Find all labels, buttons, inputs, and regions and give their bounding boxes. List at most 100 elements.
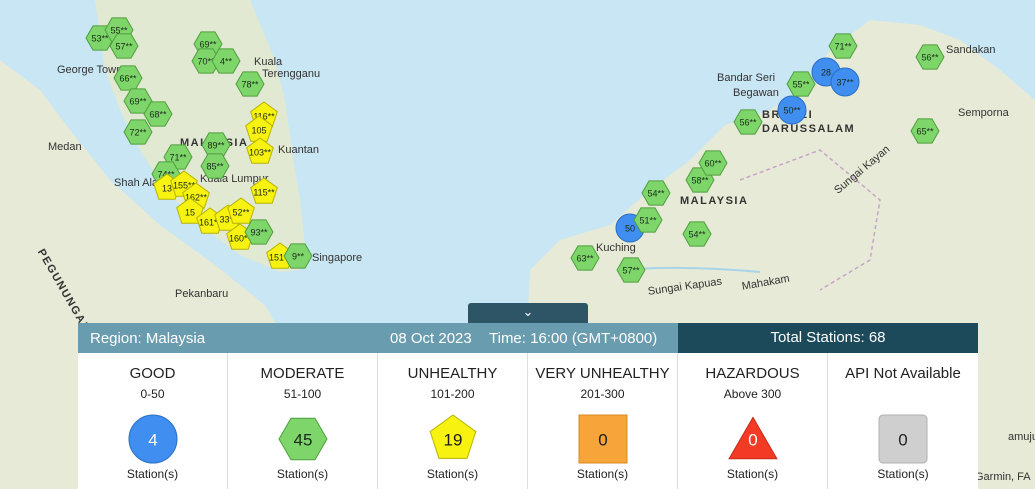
station-label: 9** <box>292 251 305 261</box>
station-label: 103** <box>249 147 272 157</box>
marker-shape <box>682 221 712 247</box>
marker-shape <box>578 414 628 464</box>
station-marker[interactable]: 52** <box>227 197 255 224</box>
station-marker[interactable]: 60** <box>698 150 728 176</box>
marker-shape <box>211 48 241 74</box>
category-name: UNHEALTHY <box>407 365 498 382</box>
station-marker[interactable]: 57** <box>616 257 646 283</box>
place-label: Sandakan <box>946 44 996 56</box>
station-marker[interactable]: 55** <box>786 71 816 97</box>
category-name: API Not Available <box>845 365 961 382</box>
category-name: VERY UNHEALTHY <box>535 365 670 382</box>
category-card: UNHEALTHY 101-200 19 Station(s) <box>378 353 528 489</box>
station-marker[interactable]: 85** <box>200 153 230 179</box>
category-unit: Station(s) <box>576 467 629 481</box>
station-marker[interactable]: 78** <box>235 71 265 97</box>
station-marker[interactable]: 57** <box>109 33 139 59</box>
station-label: 68** <box>149 109 167 119</box>
station-label: 151** <box>269 252 292 262</box>
station-marker[interactable]: 115** <box>250 177 278 204</box>
category-count: 0 <box>598 430 607 449</box>
station-label: 85** <box>206 161 224 171</box>
marker-shape <box>616 257 646 283</box>
station-label: 37** <box>836 77 854 87</box>
place-label: Semporna <box>958 107 1010 119</box>
marker-shape <box>176 197 204 224</box>
station-label: 89** <box>207 140 225 150</box>
station-marker[interactable]: 54** <box>641 180 671 206</box>
station-label: 51** <box>639 215 657 225</box>
category-range: 101-200 <box>430 387 475 401</box>
station-label: 70** <box>197 56 215 66</box>
station-label: 56** <box>739 117 757 127</box>
station-label: 72** <box>129 127 147 137</box>
station-label: 57** <box>622 265 640 275</box>
marker-shape <box>786 71 816 97</box>
station-marker[interactable]: 71** <box>828 33 858 59</box>
category-unit: Station(s) <box>726 467 779 481</box>
marker-shape <box>828 33 858 59</box>
station-marker[interactable]: 72** <box>123 119 153 145</box>
station-marker[interactable]: 37** <box>830 67 860 97</box>
category-count: 0 <box>898 430 907 449</box>
panel: Region: Malaysia 08 Oct 2023 Time: 16:00… <box>78 323 978 489</box>
station-marker[interactable]: 65** <box>910 118 940 144</box>
toggle-tab[interactable]: ⌄ <box>468 303 588 323</box>
station-marker[interactable]: 70** <box>191 48 221 74</box>
marker-shape <box>246 137 274 164</box>
station-label: 54** <box>688 229 706 239</box>
marker-shape <box>123 119 153 145</box>
station-label: 28 <box>821 67 831 77</box>
station-label: 162** <box>185 192 208 202</box>
station-label: 50** <box>783 105 801 115</box>
station-label: 58** <box>691 175 709 185</box>
station-label: 56** <box>921 52 939 62</box>
marker-shape <box>878 414 928 464</box>
station-marker[interactable]: 51** <box>633 207 663 233</box>
station-label: 60** <box>704 158 722 168</box>
station-label: 115** <box>253 187 275 197</box>
station-marker[interactable]: 9** <box>283 243 313 269</box>
station-label: 155** <box>173 180 196 190</box>
category-icon: 0 <box>878 414 928 464</box>
station-marker[interactable]: 56** <box>915 44 945 70</box>
marker-shape <box>830 67 860 97</box>
station-marker[interactable]: 68** <box>143 101 173 127</box>
category-card: GOOD 0-50 4 Station(s) <box>78 353 228 489</box>
category-name: GOOD <box>129 365 176 382</box>
station-label: 54** <box>647 188 665 198</box>
station-label: 66** <box>119 73 137 83</box>
place-label: Terengganu <box>262 68 320 80</box>
station-marker[interactable]: 56** <box>733 109 763 135</box>
category-range: 201-300 <box>580 387 625 401</box>
marker-shape <box>143 101 173 127</box>
station-label: 161** <box>199 217 222 227</box>
category-count: 19 <box>444 430 463 449</box>
category-card: MODERATE 51-100 45 Station(s) <box>228 353 378 489</box>
station-marker[interactable]: 63** <box>570 245 600 271</box>
station-label: 71** <box>834 41 852 51</box>
marker-shape <box>777 95 807 125</box>
station-label: 13 <box>162 183 172 193</box>
marker-shape <box>633 207 663 233</box>
marker-shape <box>278 417 328 461</box>
category-unit: Station(s) <box>276 467 329 481</box>
marker-shape <box>128 414 178 464</box>
marker-shape <box>244 219 274 245</box>
category-count: 45 <box>294 430 313 449</box>
place-label: Pekanbaru <box>175 288 228 300</box>
station-marker[interactable]: 50** <box>777 95 807 125</box>
station-marker[interactable]: 4** <box>211 48 241 74</box>
station-marker[interactable]: 15 <box>176 197 204 224</box>
station-label: 78** <box>241 79 259 89</box>
category-card: API Not Available 0 Station(s) <box>828 353 978 489</box>
station-label: 63** <box>576 253 594 263</box>
category-card: VERY UNHEALTHY 201-300 0 Station(s) <box>528 353 678 489</box>
station-marker[interactable]: 103** <box>246 137 274 164</box>
place-label: George Town <box>57 64 122 76</box>
station-marker[interactable]: 54** <box>682 221 712 247</box>
station-marker[interactable]: 93** <box>244 219 274 245</box>
time: Time: 16:00 (GMT+0800) <box>489 330 658 347</box>
place-label: DARUSSALAM <box>762 123 855 135</box>
